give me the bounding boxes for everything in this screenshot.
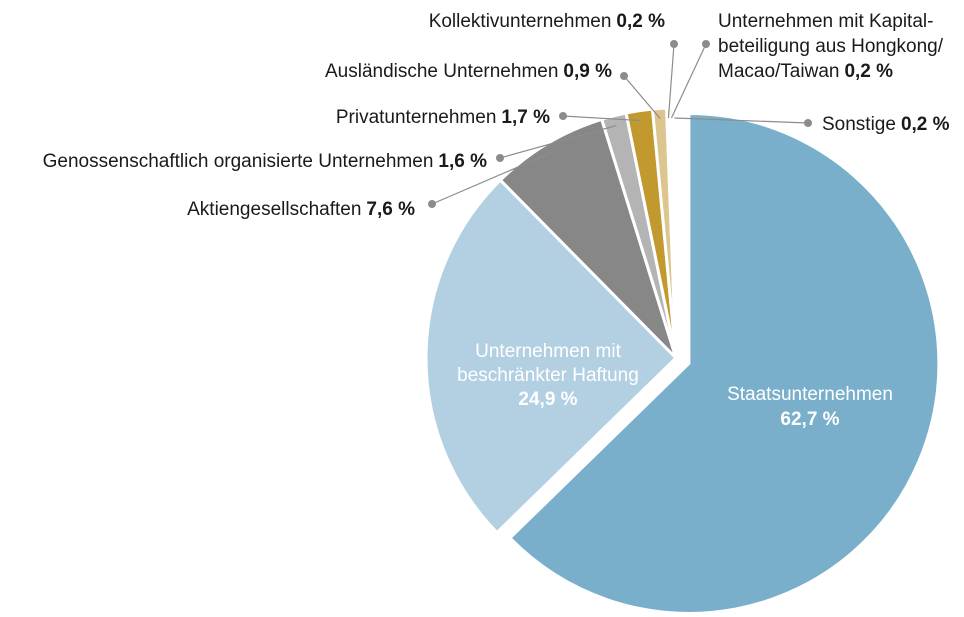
leader-line bbox=[674, 117, 809, 124]
leader-line bbox=[499, 124, 617, 159]
pie-slice bbox=[498, 117, 678, 360]
slice-value: 7,6 % bbox=[366, 199, 415, 220]
label-line: beteiligung aus Hongkong/ bbox=[718, 36, 944, 57]
leader-line bbox=[667, 43, 675, 119]
label-line: Macao/Taiwan bbox=[718, 61, 839, 82]
label-line: Unternehmen mit bbox=[475, 341, 621, 362]
slice-label: Unternehmen mit Kapital-beteiligung aus … bbox=[718, 11, 944, 82]
slice-value: 1,7 % bbox=[501, 107, 550, 128]
leader-line bbox=[670, 43, 707, 119]
slice-label: Sonstige bbox=[822, 114, 896, 135]
leader-dot bbox=[804, 119, 812, 127]
leader-dot bbox=[620, 72, 628, 80]
slice-value: 0,9 % bbox=[563, 61, 612, 82]
slice-value: 0,2 % bbox=[616, 11, 665, 32]
slice-label: Genossenschaftlich organisierte Unterneh… bbox=[43, 151, 434, 172]
label-line: beschränkter Haftung bbox=[457, 365, 639, 386]
slice-label: Kollektivunternehmen bbox=[429, 11, 612, 32]
leader-line bbox=[562, 115, 641, 122]
leader-dot bbox=[559, 112, 567, 120]
label-line: Staatsunternehmen bbox=[727, 384, 893, 405]
slice-value: 0,2 % bbox=[844, 61, 893, 82]
pie-slice bbox=[508, 111, 941, 615]
leader-dot bbox=[428, 200, 436, 208]
leader-line bbox=[623, 75, 661, 119]
slice-label: Unternehmen mit beschränkter Haftung bbox=[457, 341, 639, 386]
label-line: Unternehmen mit Kapital- bbox=[718, 11, 933, 32]
leader-dot bbox=[702, 40, 710, 48]
slice-value: 62,7 % bbox=[780, 409, 839, 430]
slice-label: Aktiengesellschaften bbox=[187, 199, 361, 220]
slice-value: 0,2 % bbox=[901, 114, 950, 135]
slice-label: Ausländische Unternehmen bbox=[325, 61, 558, 82]
leader-line bbox=[431, 151, 553, 205]
slice-label: Staatsunternehmen bbox=[727, 384, 893, 405]
leader-dot bbox=[496, 154, 504, 162]
leader-dot bbox=[670, 40, 678, 48]
pie-slice bbox=[424, 178, 678, 535]
slice-value: 1,6 % bbox=[438, 151, 487, 172]
label-line: Sonstige bbox=[822, 114, 896, 135]
slice-label: Privatunternehmen bbox=[336, 107, 497, 128]
slice-value: 24,9 % bbox=[518, 389, 577, 410]
